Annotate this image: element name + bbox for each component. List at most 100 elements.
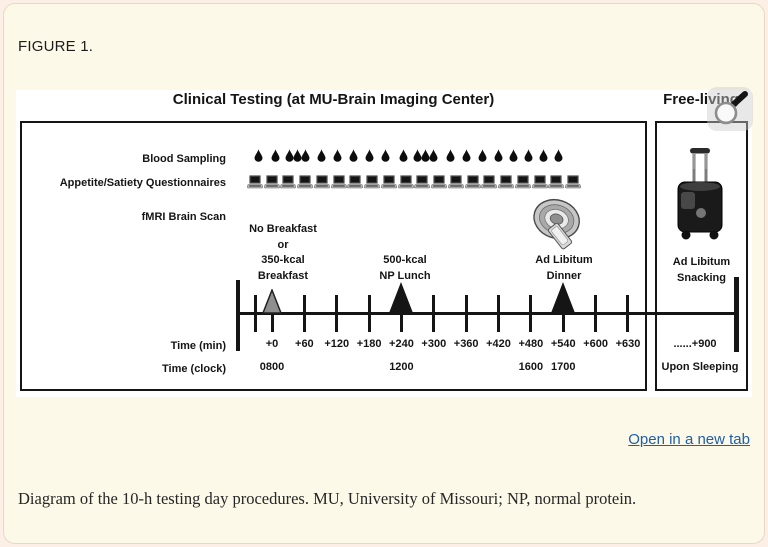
timeline-tick <box>367 295 371 332</box>
questionnaire-icon <box>397 175 414 194</box>
free-living-end-time: ......+900 <box>673 338 717 350</box>
label-line: Ad Libitum <box>672 256 731 268</box>
clinical-panel-box <box>20 121 647 391</box>
timeline-tick <box>335 295 339 332</box>
clock-label: 1200 <box>389 361 414 373</box>
blood-drop-icon <box>254 149 263 167</box>
blood-drop-icon <box>349 149 358 167</box>
questionnaire-icon <box>280 175 297 194</box>
questionnaire-icon <box>497 175 515 194</box>
questionnaire-icon <box>313 175 331 194</box>
rolling-cooler-bag-icon <box>671 147 729 246</box>
blood-drop-icon <box>285 149 294 167</box>
blood-drop-icon <box>399 149 408 167</box>
clock-label: 1600 <box>518 361 544 373</box>
figure-image[interactable] <box>16 90 752 397</box>
tick-label: +60 <box>295 338 314 350</box>
questionnaires-label: Appetite/Satiety Questionnaires <box>59 177 226 189</box>
label-line: Ad Libitum <box>535 254 593 266</box>
blood-drop-icon <box>462 149 471 167</box>
questionnaire-icon <box>347 175 364 194</box>
label-line: Breakfast <box>257 269 309 282</box>
blood-drop-icon <box>381 149 390 167</box>
timeline-start-bar <box>236 280 240 351</box>
questionnaire-icon <box>330 175 347 194</box>
clock-label: 1700 <box>550 361 576 373</box>
tick-label: +630 <box>615 338 641 350</box>
blood-drop-icon <box>333 149 342 167</box>
questionnaire-icon <box>263 175 280 194</box>
blood-drop-icon <box>494 149 503 167</box>
blood-drop-icon <box>317 149 326 167</box>
questionnaire-icon <box>531 175 548 194</box>
free-living-panel-box <box>655 121 748 391</box>
questionnaire-icon <box>430 175 448 194</box>
label-line: No Breakfast <box>249 223 317 235</box>
clock-label: 0800 <box>259 361 285 373</box>
questionnaire-icon <box>363 175 381 194</box>
timeline-tick <box>432 295 436 332</box>
tick-label: +120 <box>324 338 350 350</box>
label-line: or <box>277 238 289 251</box>
questionnaire-icon <box>514 175 532 194</box>
time-clock-label: Time (clock) <box>162 363 226 375</box>
blood-drop-icon <box>421 149 430 167</box>
blood-drop-icon <box>446 149 455 167</box>
blood-drop-icon <box>429 149 438 167</box>
timeline-tick <box>464 295 468 332</box>
timeline-axis <box>237 312 739 315</box>
fmri-label: fMRI Brain Scan <box>141 211 226 223</box>
breakfast-label: No Breakfast or 350-kcal Breakfast <box>233 222 333 284</box>
tick-label: +300 <box>421 338 447 350</box>
timeline-tick <box>253 295 257 332</box>
label-line: 500-kcal <box>383 254 427 266</box>
tick-label: +240 <box>389 338 414 350</box>
blood-drop-icon <box>365 149 374 167</box>
blood-drop-icon <box>524 149 533 167</box>
questionnaire-icon <box>246 175 264 194</box>
snacking-label: Ad Libitum Snacking <box>655 255 748 286</box>
questionnaire-icon <box>414 175 431 194</box>
label-line: Snacking <box>677 271 726 284</box>
questionnaire-icon <box>296 175 314 194</box>
timeline-tick <box>529 295 533 332</box>
timeline-end-bar <box>734 277 739 352</box>
questionnaire-icon <box>464 175 481 194</box>
magnifier-zoom-cursor-icon <box>712 91 750 132</box>
blood-drop-icon <box>413 149 422 167</box>
figure-number-label: FIGURE 1. <box>18 38 94 55</box>
mri-scanner-icon <box>526 197 586 258</box>
dinner-label: Ad Libitum Dinner <box>514 253 614 284</box>
blood-drop-icon <box>271 149 280 167</box>
timeline-tick <box>497 295 501 332</box>
tick-label: +600 <box>583 338 608 350</box>
blood-drop-icon <box>509 149 518 167</box>
timeline-tick <box>399 295 403 332</box>
tick-label: +480 <box>518 338 544 350</box>
timeline-tick <box>302 295 306 332</box>
questionnaire-icon <box>447 175 465 194</box>
questionnaire-icon <box>564 175 582 194</box>
blood-drop-icon <box>539 149 548 167</box>
blood-drop-icon <box>554 149 563 167</box>
tick-label: +180 <box>356 338 382 350</box>
tick-label: +540 <box>550 338 576 350</box>
timeline-tick <box>561 295 565 332</box>
figure-caption: Diagram of the 10-h testing day procedur… <box>18 489 637 508</box>
open-in-new-tab-link[interactable]: Open in a new tab <box>628 431 750 448</box>
blood-sampling-label: Blood Sampling <box>142 153 226 165</box>
tick-label: +0 <box>265 338 279 350</box>
lunch-label: 500-kcal NP Lunch <box>355 253 455 284</box>
blood-drop-icon <box>478 149 487 167</box>
questionnaire-icon <box>380 175 398 194</box>
questionnaire-icon <box>547 175 565 194</box>
label-line: 350-kcal <box>261 254 305 266</box>
upon-sleeping-label: Upon Sleeping <box>661 361 739 373</box>
blood-drop-icon <box>301 149 310 167</box>
tick-label: +420 <box>486 338 511 350</box>
meal-marker-triangle-breakfast <box>261 287 283 319</box>
meal-marker-triangle-dinner <box>550 281 576 319</box>
timeline-tick <box>626 295 630 332</box>
clinical-testing-title: Clinical Testing (at MU-Brain Imaging Ce… <box>172 91 495 108</box>
